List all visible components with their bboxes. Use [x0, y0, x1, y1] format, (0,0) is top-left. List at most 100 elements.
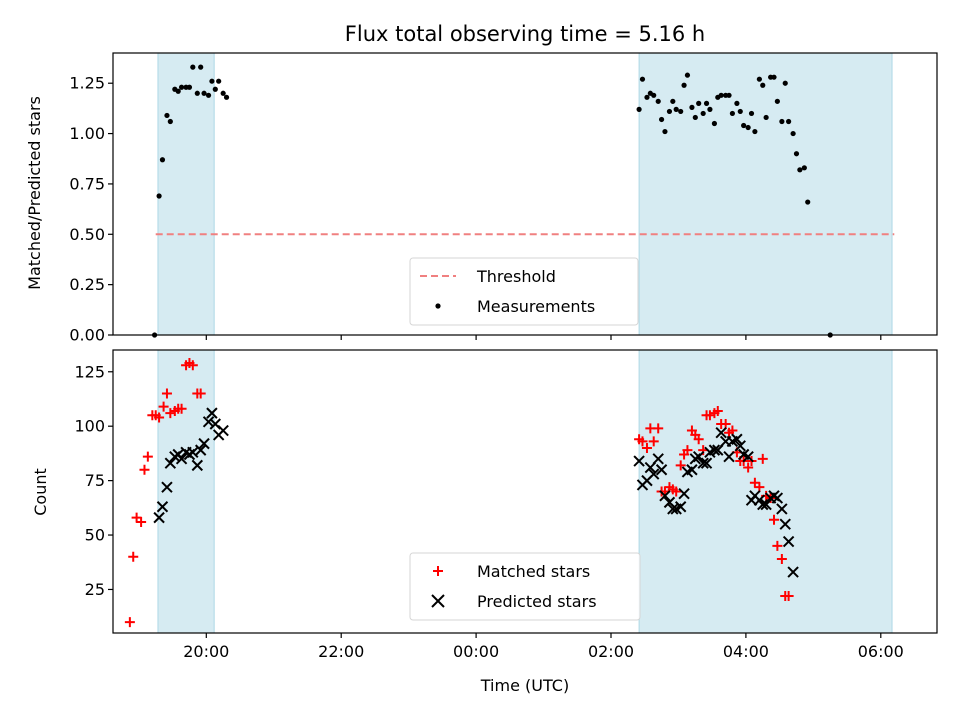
x-tick-label: 20:00 [183, 642, 229, 661]
measurement-point [748, 110, 755, 117]
y-tick-label: 0.75 [69, 174, 105, 193]
measurement-point [678, 108, 684, 115]
measurement-point [741, 122, 747, 129]
measurement-point [655, 98, 661, 104]
matched-star-point [139, 464, 150, 475]
measurement-point [737, 108, 743, 115]
legend-entry-label: Predicted stars [477, 592, 597, 611]
measurement-point [644, 94, 650, 100]
top-panel: 0.00 0.25 0.50 0.75 1.00 1.25 Threshold Measure… [69, 52, 938, 345]
predicted-star-point [674, 501, 687, 513]
matched-star-point [158, 401, 169, 412]
measurement-point [763, 114, 769, 121]
measurement-point [696, 100, 702, 106]
measurement-point [745, 124, 751, 131]
y-tick-label: 125 [74, 362, 105, 381]
predicted-star-point [217, 424, 229, 437]
predicted-star-point [734, 440, 746, 452]
legend-measurement-swatch [435, 303, 441, 309]
matched-star-point [712, 405, 723, 416]
legend-entry-label: Measurements [477, 297, 595, 316]
measurement-point [216, 78, 222, 84]
measurement-point [178, 84, 185, 90]
measurement-point [639, 76, 646, 82]
measurement-point [801, 165, 807, 171]
measurement-point [707, 106, 713, 112]
measurement-point [156, 193, 162, 199]
measurement-point [681, 82, 687, 88]
axes-frame [112, 349, 938, 634]
legend-entry-label: Threshold [476, 267, 556, 286]
measurement-point [159, 157, 166, 163]
matched-star-point [154, 412, 165, 423]
matched-star-point [682, 445, 693, 456]
measurement-point [666, 108, 673, 115]
measurement-point [734, 100, 740, 106]
legend-predicted-swatch [431, 594, 445, 608]
matched-star-point [776, 553, 787, 564]
matched-star-point [768, 514, 779, 525]
matched-star-point [187, 360, 198, 371]
measurement-point [711, 120, 718, 127]
measurement-point [726, 92, 732, 98]
measurement-point [793, 151, 800, 157]
measurement-point [223, 94, 230, 100]
measurement-point [797, 167, 803, 173]
predicted-star-point [723, 450, 735, 463]
measurement-point [201, 90, 207, 96]
matched-star-point [653, 423, 664, 434]
matched-star-point [757, 453, 768, 464]
matched-star-point [142, 451, 153, 462]
measurement-point [689, 104, 695, 110]
predicted-star-point [700, 457, 713, 469]
matched-star-point [131, 512, 142, 523]
matched-star-point [783, 590, 794, 601]
measurement-point [190, 64, 196, 70]
measurement-point [700, 110, 706, 117]
measurement-point [673, 106, 679, 112]
measurement-point [782, 80, 788, 86]
measurement-point [729, 110, 736, 117]
bottom-panel: 25 50 75 100 125 20:00 22:00 00:00 02:00 04:00 06:… [74, 349, 938, 661]
measurement-point [718, 92, 724, 98]
predicted-star-point [697, 457, 709, 469]
measurement-point [670, 98, 676, 104]
measurement-point [205, 92, 212, 98]
axes-frame [112, 52, 938, 336]
measurement-point [209, 78, 215, 84]
series-measurements [151, 64, 833, 338]
y-tick-label: 25 [85, 580, 105, 599]
measurement-point [752, 128, 758, 135]
measurement-point [167, 118, 173, 125]
predicted-star-point [206, 407, 218, 419]
legend-entry-label: Matched stars [477, 562, 590, 581]
legend-box [409, 552, 641, 621]
x-tick-label: 04:00 [723, 642, 769, 661]
chart-title: Flux total observing time = 5.16 h [345, 22, 705, 46]
predicted-star-point [742, 450, 754, 463]
y-tick-label: 100 [74, 417, 105, 436]
x-tick-label: 02:00 [588, 642, 634, 661]
y-tick-label: 75 [85, 471, 105, 490]
legend: Threshold Measurements [409, 257, 639, 326]
matched-star-point [648, 436, 659, 447]
matched-star-point [743, 462, 754, 473]
matched-star-point [704, 410, 715, 421]
measurement-point [658, 116, 665, 123]
predicted-star-point [153, 511, 165, 524]
predicted-star-point [655, 464, 668, 476]
y-tick-label: 50 [85, 526, 105, 545]
measurement-point [703, 100, 710, 106]
predicted-star-point [202, 416, 215, 428]
measurement-point [164, 112, 170, 119]
measurement-point [662, 128, 668, 135]
predicted-star-point [194, 444, 207, 456]
measurement-point [175, 88, 181, 94]
y-tick-label: 0.50 [69, 225, 105, 244]
measurement-point [692, 114, 698, 121]
predicted-star-point [161, 481, 173, 493]
measurement-point [212, 86, 218, 92]
matched-star-point [749, 477, 760, 488]
legend-matched-swatch [433, 566, 443, 576]
